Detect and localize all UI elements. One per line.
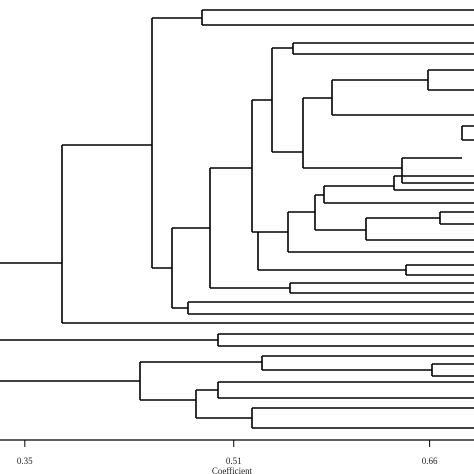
branch [151, 9, 474, 269]
branch [271, 42, 474, 153]
branch [257, 175, 474, 276]
branch [0, 144, 474, 324]
x-tick-label: 0.35 [17, 456, 33, 466]
x-tick-label: 0.66 [422, 456, 438, 466]
x-tick-label: 0.51 [226, 456, 242, 466]
branch [140, 381, 474, 429]
branch [0, 355, 474, 400]
branch [171, 227, 474, 315]
branch [302, 69, 474, 184]
dendrogram-tree [0, 9, 474, 429]
x-axis: 0.35 0.51 0.66 [17, 440, 438, 466]
branch [0, 333, 474, 347]
branch [209, 167, 474, 294]
x-axis-label: Coefficient [212, 466, 253, 474]
branch [251, 99, 272, 233]
